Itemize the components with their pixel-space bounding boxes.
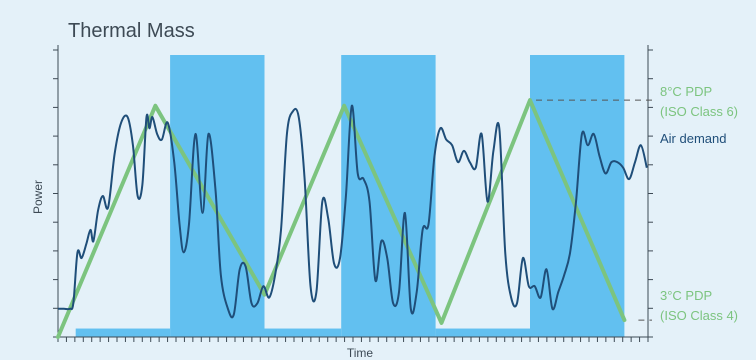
y-axis-label: Power	[31, 180, 45, 214]
refrigeration-block-4	[435, 328, 530, 337]
axes	[53, 45, 653, 342]
refrigeration-block-3	[341, 55, 436, 337]
air-demand-label: Air demand	[660, 131, 726, 146]
series	[56, 98, 648, 339]
low-pdp-label: 3°C PDP	[660, 288, 712, 303]
air-demand-line	[58, 104, 648, 319]
x-axis-label: Time	[347, 346, 374, 360]
high-pdp-label: 8°C PDP	[660, 84, 712, 99]
reference-lines	[536, 99, 652, 321]
refrigeration-block-2	[264, 328, 342, 337]
refrigeration-block-0	[75, 328, 171, 337]
high-iso-class-label: (ISO Class 6)	[660, 104, 738, 119]
low-iso-class-label: (ISO Class 4)	[660, 308, 738, 323]
temperature-line	[56, 98, 627, 339]
chart-title: Thermal Mass	[68, 20, 195, 42]
